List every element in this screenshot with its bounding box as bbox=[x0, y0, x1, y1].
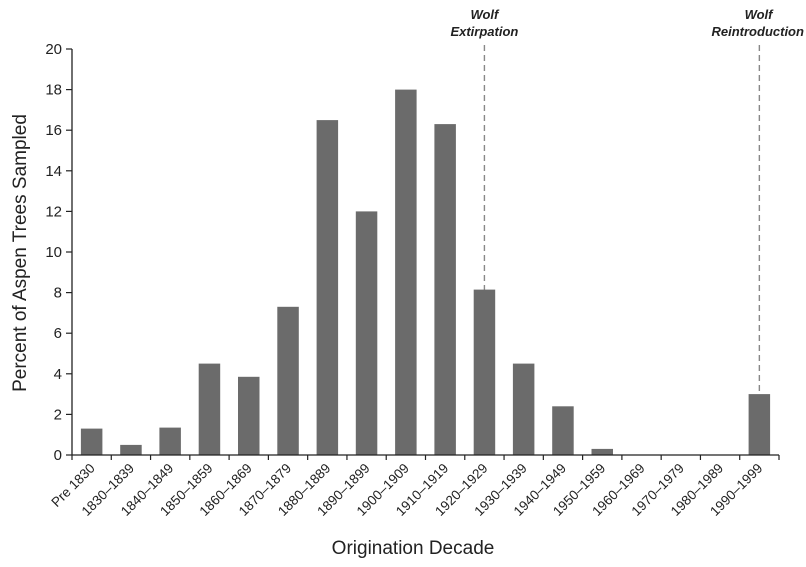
bar bbox=[159, 427, 181, 455]
x-tick-labels: Pre 18301830–18391840–18491850–18591860–… bbox=[48, 461, 765, 519]
y-tick-label: 10 bbox=[45, 244, 62, 261]
bar bbox=[434, 124, 456, 455]
bars bbox=[80, 89, 771, 455]
bar bbox=[277, 306, 299, 455]
y-tick-label: 6 bbox=[54, 325, 62, 342]
bar bbox=[316, 120, 339, 455]
y-tick-label: 2 bbox=[54, 406, 62, 423]
bar bbox=[552, 406, 574, 455]
bar bbox=[512, 363, 535, 455]
bar bbox=[120, 444, 142, 455]
axes bbox=[66, 48, 780, 460]
bar bbox=[355, 211, 378, 455]
y-tick-label: 4 bbox=[54, 366, 62, 383]
y-axis-title: Percent of Aspen Trees Sampled bbox=[10, 114, 31, 392]
bar bbox=[748, 394, 771, 455]
y-tick-label: 20 bbox=[45, 41, 62, 58]
bar bbox=[395, 89, 417, 455]
annotation-label: Extirpation bbox=[450, 24, 518, 39]
annotation-label: Wolf bbox=[470, 7, 500, 22]
y-tick-label: 18 bbox=[45, 82, 62, 99]
bar bbox=[473, 289, 496, 455]
y-tick-label: 0 bbox=[54, 447, 62, 464]
y-tick-labels: 0 2 4 6 8 10 12 14 16 18 20 bbox=[45, 41, 62, 464]
bar bbox=[238, 376, 260, 455]
x-axis-title: Origination Decade bbox=[332, 538, 495, 559]
y-tick-label: 14 bbox=[45, 163, 62, 180]
y-tick-label: 8 bbox=[54, 285, 62, 302]
y-tick-label: 16 bbox=[45, 122, 62, 139]
y-tick-label: 12 bbox=[45, 203, 62, 220]
bar bbox=[591, 448, 613, 455]
annotation-label: Reintroduction bbox=[712, 24, 804, 39]
bar bbox=[80, 428, 103, 455]
bar bbox=[198, 363, 221, 455]
annotation-label: Wolf bbox=[745, 7, 775, 22]
annotation-labels: Wolf Extirpation Wolf Reintroduction bbox=[450, 7, 804, 39]
